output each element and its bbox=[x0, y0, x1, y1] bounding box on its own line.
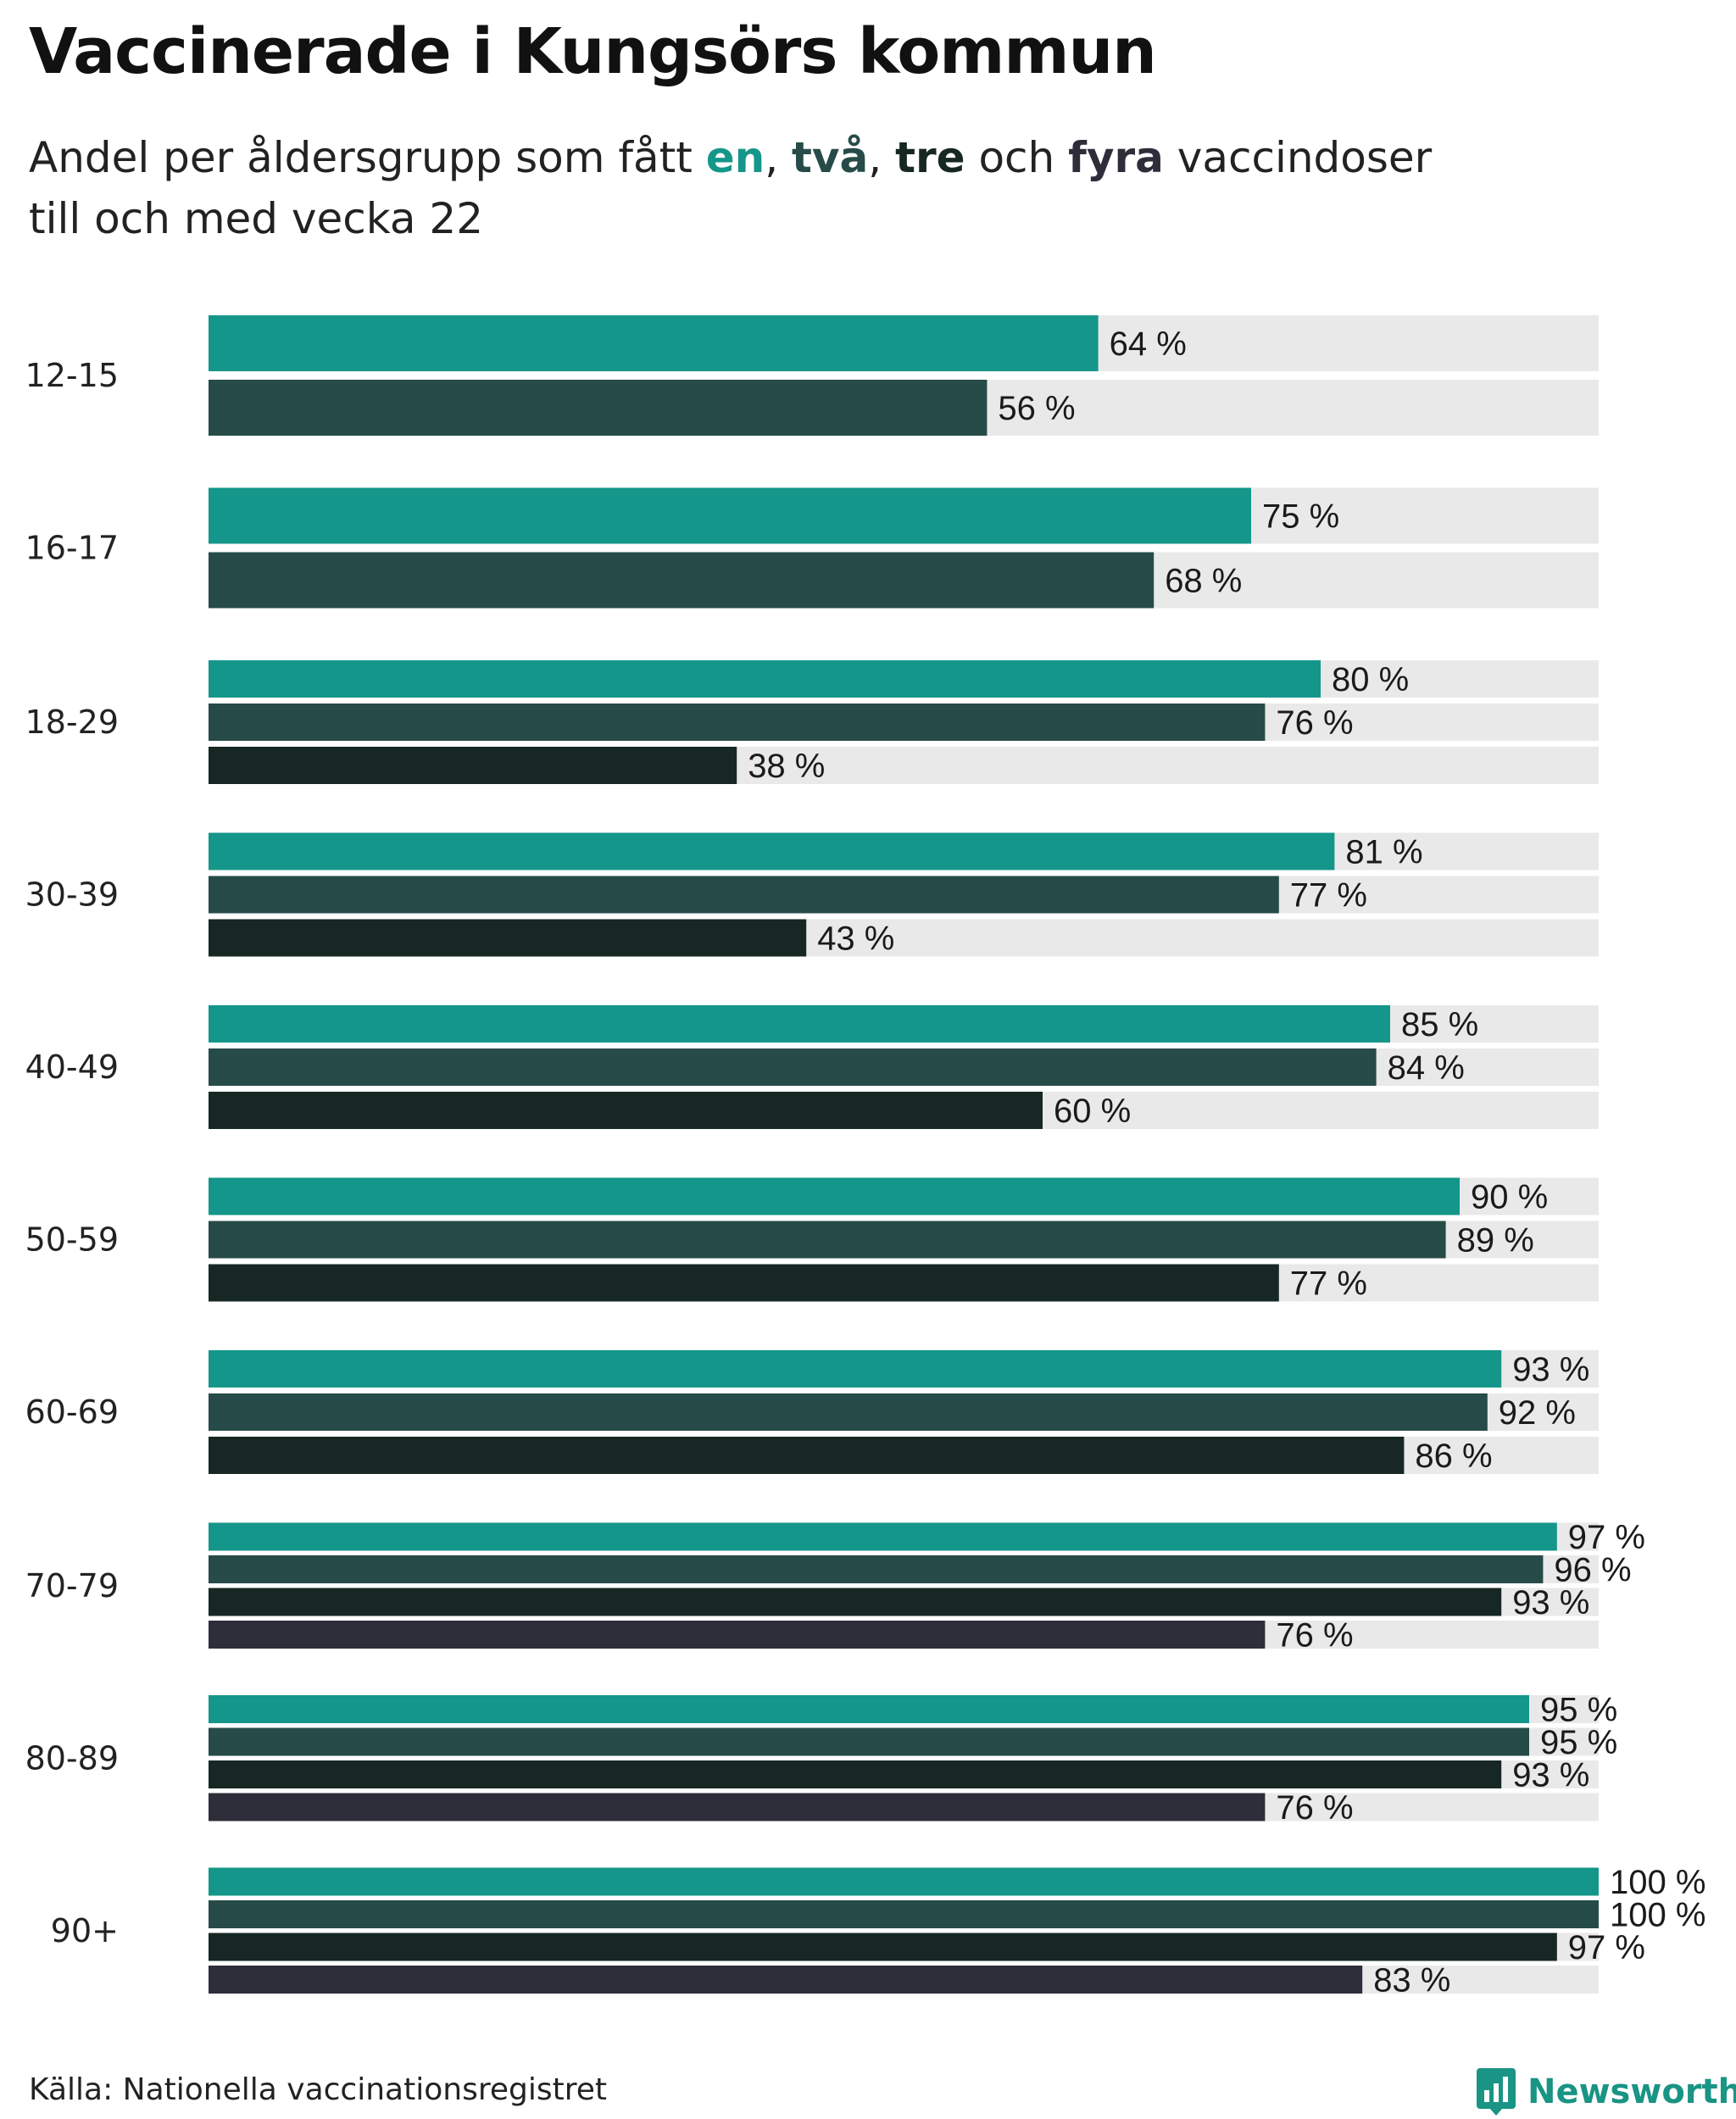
group-label-60-69: 60-69 bbox=[25, 1393, 119, 1431]
data-label: 92 % bbox=[1499, 1394, 1576, 1432]
bar-tva-80-89 bbox=[209, 1727, 1529, 1756]
bar-tva-30-39 bbox=[209, 876, 1279, 914]
data-label: 64 % bbox=[1110, 325, 1187, 363]
subtitle-text: och bbox=[965, 133, 1069, 182]
group-label-30-39: 30-39 bbox=[25, 876, 119, 914]
bar-fyra-70-79 bbox=[209, 1621, 1266, 1649]
bar-tva-50-59 bbox=[209, 1221, 1446, 1259]
data-label: 93 % bbox=[1512, 1584, 1589, 1621]
bar-tva-40-49 bbox=[209, 1048, 1377, 1086]
group-label-50-59: 50-59 bbox=[25, 1221, 119, 1259]
data-label: 96 % bbox=[1554, 1552, 1631, 1589]
bar-tva-70-79 bbox=[209, 1555, 1544, 1583]
bar-tva-90 bbox=[209, 1900, 1599, 1928]
data-label: 38 % bbox=[748, 748, 825, 785]
bar-en-18-29 bbox=[209, 660, 1321, 698]
subtitle-separator: , bbox=[868, 133, 896, 182]
subtitle-dose-fyra: fyra bbox=[1068, 133, 1164, 182]
chart-subtitle: Andel per åldersgrupp som fått en, två, … bbox=[29, 127, 1432, 249]
bar-fyra-90 bbox=[209, 1966, 1363, 1994]
group-label-90: 90+ bbox=[51, 1912, 119, 1949]
data-label: 68 % bbox=[1165, 563, 1242, 600]
chart-title: Vaccinerade i Kungsörs kommun bbox=[29, 15, 1157, 88]
data-label: 76 % bbox=[1276, 1789, 1353, 1827]
data-label: 97 % bbox=[1568, 1519, 1645, 1556]
subtitle-dose-tva: två bbox=[792, 133, 869, 182]
data-label: 93 % bbox=[1512, 1351, 1589, 1388]
bar-tva-12-15 bbox=[209, 380, 988, 436]
bar-en-30-39 bbox=[209, 832, 1335, 870]
bar-tre-90 bbox=[209, 1933, 1557, 1961]
bar-en-16-17 bbox=[209, 487, 1251, 544]
brand-logo: Newsworthy bbox=[1477, 2068, 1736, 2116]
data-label: 43 % bbox=[817, 920, 894, 958]
data-label: 95 % bbox=[1540, 1692, 1617, 1729]
group-label-70-79: 70-79 bbox=[25, 1567, 119, 1605]
bar-en-80-89 bbox=[209, 1695, 1529, 1723]
bar-chart: 12-15 64 % 56 % 16-17 75 % 68 % 18-29 80 % 76 % 3… bbox=[25, 315, 1705, 1999]
bar-tva-60-69 bbox=[209, 1393, 1488, 1431]
data-label: 85 % bbox=[1401, 1006, 1478, 1043]
data-label: 75 % bbox=[1262, 498, 1339, 536]
subtitle-dose-tre: tre bbox=[895, 133, 965, 182]
data-label: 76 % bbox=[1276, 704, 1353, 742]
data-label: 86 % bbox=[1415, 1438, 1492, 1475]
subtitle-text: vaccindoser bbox=[1163, 133, 1433, 182]
bar-tre-40-49 bbox=[209, 1092, 1043, 1129]
newsworthy-logo-icon bbox=[1477, 2068, 1516, 2116]
data-label: 56 % bbox=[998, 390, 1075, 427]
bar-en-50-59 bbox=[209, 1177, 1460, 1215]
subtitle-text: Andel per åldersgrupp som fått bbox=[29, 133, 706, 182]
data-label: 90 % bbox=[1471, 1179, 1548, 1216]
data-label: 84 % bbox=[1388, 1049, 1465, 1087]
subtitle-dose-en: en bbox=[705, 133, 765, 182]
group-label-40-49: 40-49 bbox=[25, 1048, 119, 1086]
bar-tre-80-89 bbox=[209, 1760, 1502, 1788]
data-label: 93 % bbox=[1512, 1757, 1589, 1794]
bar-tre-18-29 bbox=[209, 747, 737, 784]
subtitle-separator: , bbox=[765, 133, 793, 182]
data-label: 83 % bbox=[1373, 1962, 1450, 1999]
data-label: 95 % bbox=[1540, 1724, 1617, 1761]
group-label-16-17: 16-17 bbox=[25, 530, 119, 567]
data-label: 97 % bbox=[1568, 1929, 1645, 1966]
data-label: 60 % bbox=[1054, 1093, 1131, 1130]
bar-en-12-15 bbox=[209, 315, 1099, 371]
bar-en-40-49 bbox=[209, 1005, 1390, 1043]
data-label: 100 % bbox=[1610, 1864, 1705, 1901]
data-label: 81 % bbox=[1345, 834, 1422, 871]
bar-en-90 bbox=[209, 1867, 1599, 1896]
bar-tre-50-59 bbox=[209, 1264, 1279, 1302]
bar-tva-18-29 bbox=[209, 704, 1266, 741]
data-label: 76 % bbox=[1276, 1617, 1353, 1655]
brand-name: Newsworthy bbox=[1527, 2072, 1736, 2111]
bar-fyra-80-89 bbox=[209, 1793, 1266, 1821]
bar-tre-70-79 bbox=[209, 1588, 1502, 1616]
data-label: 100 % bbox=[1610, 1897, 1705, 1934]
group-label-12-15: 12-15 bbox=[25, 357, 119, 394]
bar-tva-16-17 bbox=[209, 552, 1155, 609]
group-label-18-29: 18-29 bbox=[25, 704, 119, 741]
bar-en-60-69 bbox=[209, 1350, 1502, 1388]
group-label-80-89: 80-89 bbox=[25, 1739, 119, 1777]
bar-tre-30-39 bbox=[209, 919, 807, 957]
data-label: 80 % bbox=[1332, 661, 1409, 698]
bar-en-70-79 bbox=[209, 1522, 1557, 1551]
subtitle-line-2: till och med vecka 22 bbox=[29, 194, 484, 243]
data-label: 77 % bbox=[1290, 877, 1367, 915]
bar-tre-60-69 bbox=[209, 1437, 1405, 1474]
data-label: 89 % bbox=[1457, 1222, 1534, 1260]
source-note: Källa: Nationella vaccinationsregistret bbox=[29, 2072, 607, 2107]
data-label: 77 % bbox=[1290, 1265, 1367, 1303]
